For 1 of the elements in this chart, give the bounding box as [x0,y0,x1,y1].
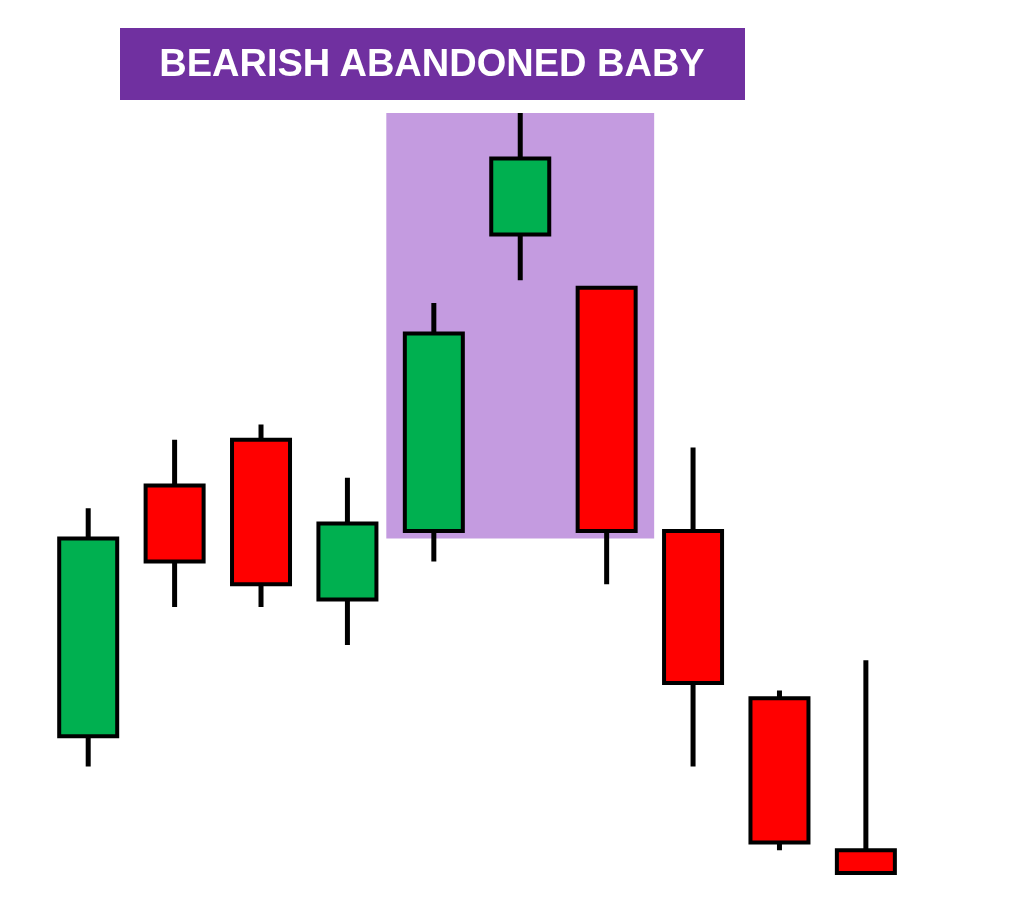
chart-title: BEARISH ABANDONED BABY [159,42,705,84]
